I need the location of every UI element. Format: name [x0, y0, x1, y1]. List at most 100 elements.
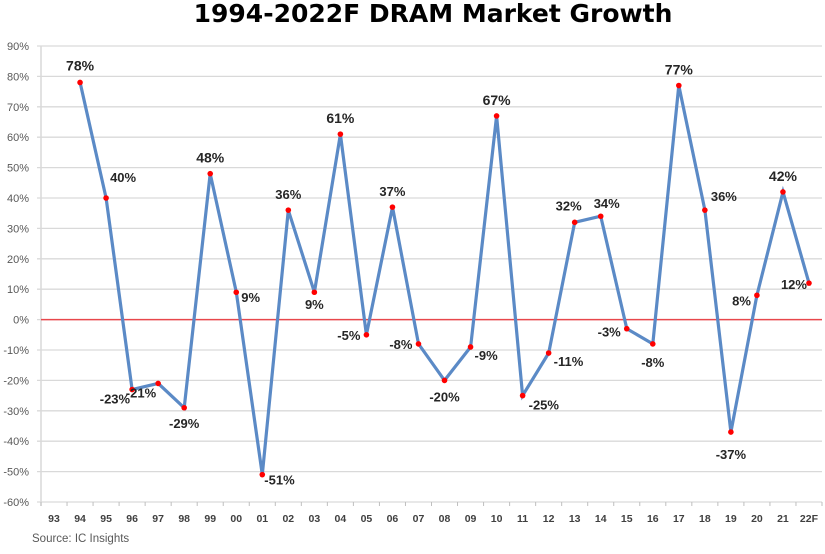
data-point — [259, 471, 266, 478]
data-label: 37% — [379, 184, 405, 199]
x-tick-label: 06 — [387, 513, 399, 525]
x-tick-label: 98 — [178, 513, 190, 525]
x-tick-label: 19 — [725, 513, 737, 525]
data-point — [155, 380, 161, 387]
x-tick-label: 05 — [361, 513, 373, 525]
data-label: 61% — [326, 110, 355, 126]
data-point — [571, 219, 578, 226]
data-label: -51% — [264, 473, 295, 488]
x-tick-label: 22F — [800, 513, 819, 525]
data-label: 40% — [110, 170, 136, 185]
data-point — [493, 113, 500, 119]
y-tick-label: 80% — [7, 71, 29, 83]
data-label: 36% — [711, 189, 737, 204]
data-point — [728, 429, 734, 435]
data-label: -11% — [554, 354, 584, 369]
y-tick-label: 30% — [7, 223, 29, 235]
data-label: -5% — [337, 328, 361, 343]
x-tick-label: 17 — [673, 513, 685, 525]
data-point — [129, 386, 135, 393]
x-tick-label: 99 — [204, 513, 216, 525]
x-tick-label: 95 — [100, 513, 112, 525]
x-tick-label: 14 — [595, 513, 607, 525]
data-point — [754, 292, 760, 299]
y-tick-label: -60% — [3, 497, 29, 509]
x-tick-label: 21 — [777, 513, 789, 525]
y-tick-label: -40% — [3, 436, 29, 448]
y-tick-label: -20% — [3, 375, 29, 387]
y-tick-label: -10% — [3, 345, 29, 357]
data-point — [780, 189, 786, 195]
x-tick-label: 10 — [491, 513, 503, 525]
data-labels: 78% 40% -23%-21% -29% 48% 9% -51% 36% 9% 61% -5% 37… — [66, 57, 807, 487]
data-point — [389, 204, 396, 210]
x-tick-label: 93 — [48, 513, 60, 525]
data-point — [702, 207, 708, 213]
data-label: -8% — [389, 337, 413, 352]
data-label: -3% — [598, 325, 622, 340]
x-axis: 93 94 95 96 97 98 99 00 01 02 03 04 05 06 07 08 09 10 11 12… — [40, 502, 823, 525]
data-point — [519, 392, 526, 399]
data-label: 9% — [241, 290, 260, 305]
x-tick-label: 96 — [126, 513, 138, 525]
y-tick-label: 20% — [7, 254, 29, 266]
data-point — [545, 350, 552, 356]
x-tick-label: 13 — [569, 513, 581, 525]
x-tick-label: 15 — [621, 513, 633, 525]
data-point — [623, 325, 630, 332]
y-tick-label: 0% — [13, 315, 29, 327]
data-label: 36% — [275, 187, 301, 202]
x-tick-label: 09 — [465, 513, 477, 525]
data-point — [77, 79, 83, 86]
data-label: 34% — [594, 196, 620, 211]
x-tick-label: 04 — [335, 513, 347, 525]
data-label: -23% — [100, 392, 131, 407]
y-tick-label: -50% — [3, 467, 29, 479]
data-label: 42% — [769, 168, 798, 184]
x-tick-label: 02 — [282, 513, 294, 525]
y-tick-label: 90% — [7, 41, 29, 53]
data-label: 77% — [665, 62, 694, 78]
data-point — [207, 170, 214, 177]
x-tick-label: 16 — [647, 513, 659, 525]
chart-title: 1994-2022F DRAM Market Growth — [194, 0, 673, 28]
x-tick-label: 20 — [751, 513, 763, 525]
data-label: -8% — [641, 355, 665, 370]
x-tick-label: 01 — [256, 513, 268, 525]
data-label: 32% — [556, 198, 582, 213]
data-label: 12% — [781, 277, 807, 292]
data-point — [676, 82, 682, 89]
data-markers — [77, 79, 812, 478]
data-label: -37% — [716, 447, 747, 462]
data-label: -20% — [429, 389, 460, 404]
x-tick-label: 11 — [517, 513, 528, 525]
x-tick-label: 18 — [699, 513, 711, 525]
y-tick-label: 60% — [7, 132, 29, 144]
data-label: -29% — [169, 416, 200, 431]
data-point — [806, 280, 812, 286]
data-point — [415, 341, 422, 347]
y-tick-label: 50% — [7, 163, 29, 175]
data-label: 9% — [305, 297, 324, 312]
data-label: 78% — [66, 57, 95, 73]
data-point — [467, 344, 474, 350]
data-label: -21% — [126, 385, 157, 400]
data-point — [181, 404, 187, 411]
x-tick-label: 08 — [439, 513, 451, 525]
x-tick-label: 07 — [413, 513, 425, 525]
x-tick-label: 03 — [309, 513, 321, 525]
data-label: 8% — [732, 293, 751, 308]
data-label: 48% — [196, 150, 225, 166]
data-point — [441, 377, 448, 384]
data-point — [233, 289, 240, 296]
y-tick-label: 70% — [7, 102, 29, 114]
x-tick-label: 12 — [543, 513, 555, 525]
data-label: 67% — [483, 92, 512, 108]
y-tick-label: 10% — [7, 284, 29, 296]
data-label: -9% — [475, 348, 499, 363]
data-point — [103, 195, 109, 201]
source-note: Source: IC Insights — [32, 533, 130, 545]
gridlines — [37, 45, 822, 503]
data-point — [649, 341, 656, 347]
